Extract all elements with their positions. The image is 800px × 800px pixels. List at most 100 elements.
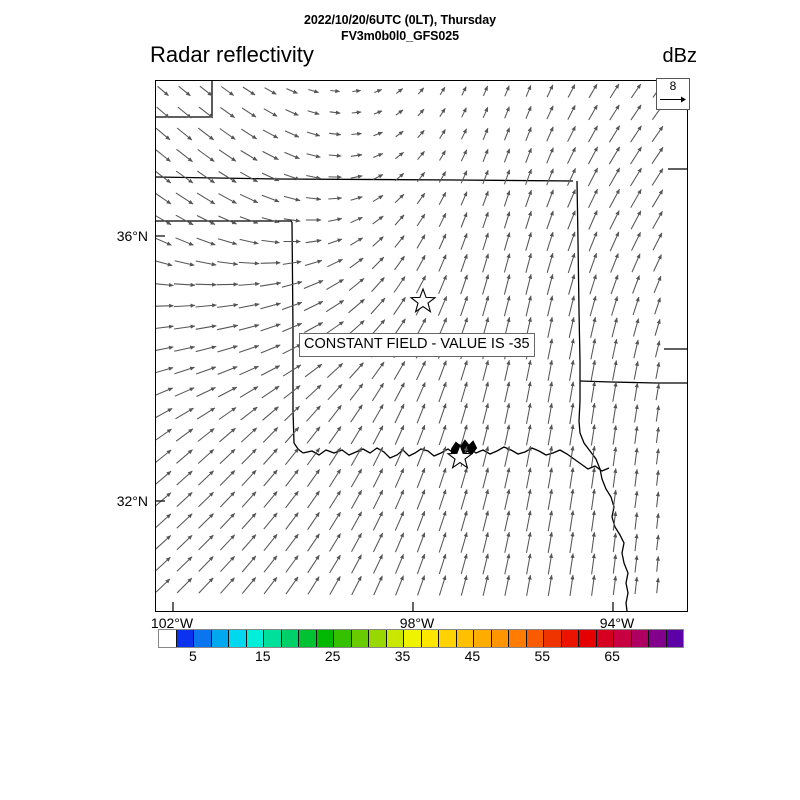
wind-arrow xyxy=(393,297,406,315)
wind-arrow xyxy=(330,88,341,94)
colorbar-cell-5 xyxy=(246,630,264,647)
lat-tick-label-32n: 32°N xyxy=(116,493,148,509)
wind-arrow xyxy=(654,318,661,336)
wind-arrow xyxy=(630,146,642,165)
wind-arrow xyxy=(546,189,554,208)
wind-arrow xyxy=(197,170,215,184)
wind-arrow xyxy=(284,426,300,444)
wind-arrow xyxy=(394,489,405,510)
wind-arrow xyxy=(260,344,281,354)
colorbar-tick-5: 5 xyxy=(189,648,197,664)
wind-arrow xyxy=(350,490,363,509)
wind-arrow xyxy=(306,153,321,159)
wind-arrow xyxy=(283,173,301,181)
wind-arrow xyxy=(482,510,490,532)
wind-arrow xyxy=(327,238,343,245)
wind-arrow xyxy=(197,428,215,442)
wind-arrow xyxy=(416,467,426,488)
wind-arrow xyxy=(438,171,447,183)
wind-arrow xyxy=(176,127,193,141)
wind-arrow xyxy=(260,302,281,310)
wind-arrow xyxy=(260,323,281,332)
wind-arrow xyxy=(567,231,576,252)
wind-arrow xyxy=(589,274,597,295)
wind-arrow xyxy=(567,105,576,120)
wind-arrow xyxy=(588,231,598,252)
wind-arrow xyxy=(416,171,426,183)
wind-arrow xyxy=(285,109,299,116)
wind-arrow xyxy=(176,556,193,572)
wind-arrow xyxy=(371,277,385,292)
wind-arrow xyxy=(438,553,447,575)
wind-arrow xyxy=(307,490,320,509)
wind-arrow xyxy=(218,215,237,225)
header-datetime: 2022/10/20/6UTC (0LT), Thursday xyxy=(304,13,496,27)
wind-arrow xyxy=(307,576,320,595)
wind-arrow xyxy=(307,110,320,115)
lon-tick-label-102w: 102°W xyxy=(150,615,194,631)
colorbar-cell-16 xyxy=(439,630,457,647)
wind-arrow xyxy=(328,468,342,488)
wind-arrow xyxy=(350,404,363,423)
wind-arrow xyxy=(591,553,596,575)
wind-arrow xyxy=(567,147,576,164)
wind-arrow xyxy=(219,448,236,465)
wind-arrow xyxy=(547,510,554,532)
wind-arrow xyxy=(262,129,279,139)
wind-arrow xyxy=(175,237,194,246)
colorbar-cell-0 xyxy=(159,630,177,647)
wind-arrow xyxy=(238,323,260,331)
wind-arrow xyxy=(634,512,639,530)
wind-arrow xyxy=(653,254,662,272)
wind-arrow xyxy=(286,88,298,94)
wind-arrow xyxy=(437,296,448,316)
wind-arrow xyxy=(633,382,639,402)
map-plot-area[interactable] xyxy=(155,80,688,612)
colorbar-cell-2 xyxy=(194,630,212,647)
wind-arrow xyxy=(349,362,364,379)
constant-field-annotation: CONSTANT FIELD - VALUE IS -35 xyxy=(299,333,535,357)
wind-arrow xyxy=(260,281,282,287)
wind-arrow xyxy=(526,574,532,596)
wind-arrow xyxy=(611,317,618,338)
wind-arrow xyxy=(634,576,639,595)
wind-arrow xyxy=(651,168,664,186)
wind-arrow xyxy=(348,277,365,292)
wind-arrow xyxy=(460,295,468,317)
wind-arrow xyxy=(175,214,194,226)
wind-arrow xyxy=(632,296,640,316)
colorbar-legend[interactable] xyxy=(158,629,684,648)
wind-arrow xyxy=(156,492,172,507)
wind-arrow xyxy=(569,488,575,510)
wind-arrow xyxy=(395,554,404,574)
wind-arrow xyxy=(174,366,195,375)
wind-arrow xyxy=(283,195,301,202)
wind-arrow xyxy=(329,132,342,137)
wind-arrow xyxy=(241,491,257,508)
wind-arrow xyxy=(630,125,642,143)
wind-arrow xyxy=(634,533,639,552)
colorbar-cell-14 xyxy=(404,630,422,647)
wind-arrow xyxy=(525,445,532,467)
wind-arrow xyxy=(482,232,489,251)
wind-arrow xyxy=(655,491,660,508)
wind-arrow xyxy=(241,469,257,487)
wind-arrow xyxy=(655,426,661,443)
wind-arrow xyxy=(654,297,661,315)
wind-arrow xyxy=(525,126,532,141)
wind-arrow xyxy=(241,512,257,530)
wind-arrow xyxy=(525,252,532,273)
wind-arrow xyxy=(196,387,216,397)
wind-arrow xyxy=(525,381,532,403)
wind-arrow xyxy=(504,467,511,489)
wind-arrow xyxy=(504,424,511,446)
wind-arrow xyxy=(241,128,257,140)
wind-arrow xyxy=(482,574,489,596)
wind-arrow xyxy=(373,554,383,574)
wind-arrow xyxy=(261,385,280,399)
colorbar-cell-9 xyxy=(316,630,334,647)
station-marker-group xyxy=(409,287,474,470)
wind-arrow xyxy=(372,489,384,510)
wind-arrow xyxy=(503,211,511,229)
